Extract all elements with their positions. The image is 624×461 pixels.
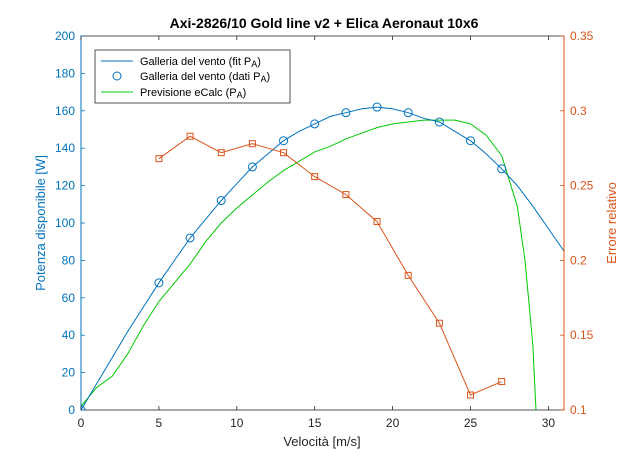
series-error-point xyxy=(467,391,475,399)
series-dati-point xyxy=(466,136,476,146)
x-tick-label: 0 xyxy=(78,416,85,430)
legend-label-dati: Galleria del vento (dati PA) xyxy=(140,71,270,84)
legend-label-ecalc: Previsione eCalc (PA) xyxy=(140,87,246,100)
legend-swatch-dati xyxy=(112,71,122,81)
y-left-tick-label: 160 xyxy=(55,104,75,118)
legend-dati-close: ) xyxy=(266,71,270,83)
y-left-tick-label: 20 xyxy=(62,366,76,380)
legend-dati-sub: A xyxy=(260,74,266,84)
y-left-tick-label: 180 xyxy=(55,66,75,80)
y-axis-right-label: Errore relativo xyxy=(604,182,619,264)
legend-fit-close: ) xyxy=(257,56,261,68)
y-right-tick-label: 0.2 xyxy=(570,253,587,267)
x-tick-label: 30 xyxy=(542,416,556,430)
legend-ecalc-main: Previsione eCalc (P xyxy=(140,87,237,99)
x-tick-label: 25 xyxy=(464,416,478,430)
y-left-tick-label: 140 xyxy=(55,141,75,155)
y-right-tick-label: 0.15 xyxy=(570,328,594,342)
y-left-tick-label: 40 xyxy=(62,328,76,342)
legend-fit-main: Galleria del vento (fit P xyxy=(140,56,251,68)
y-left-tick-label: 80 xyxy=(62,253,76,267)
y-axis-left-label: Potenza disponibile [W] xyxy=(33,155,48,291)
series-dati-point xyxy=(185,233,195,243)
legend-ecalc-sub: A xyxy=(237,90,243,100)
series-error-point xyxy=(373,218,381,226)
series-dati-point xyxy=(341,108,351,118)
series-layer xyxy=(81,102,564,410)
y-right-tick-label: 0.1 xyxy=(570,403,587,417)
x-tick-label: 5 xyxy=(156,416,163,430)
series-error-line xyxy=(158,135,502,396)
y-left-tick-label: 60 xyxy=(62,291,76,305)
series-error-point xyxy=(311,173,319,181)
series-fit-line xyxy=(81,106,564,410)
x-tick-label: 20 xyxy=(386,416,400,430)
series-error-point xyxy=(217,149,225,157)
x-axis-label: Velocità [m/s] xyxy=(283,434,360,449)
y-left-tick-label: 200 xyxy=(55,29,75,43)
legend-box xyxy=(94,49,291,104)
chart-title: Axi-2826/10 Gold line v2 + Elica Aeronau… xyxy=(170,15,479,31)
y-left-tick-label: 0 xyxy=(68,403,75,417)
series-dati-point xyxy=(310,119,320,129)
series-error-point xyxy=(498,378,506,386)
x-tick-label: 15 xyxy=(308,416,322,430)
series-error-point xyxy=(435,319,443,327)
legend: Galleria del vento (fit PA) Galleria del… xyxy=(94,49,291,104)
series-dati-point xyxy=(216,196,226,206)
series-dati-point xyxy=(434,117,444,127)
y-right-tick-label: 0.25 xyxy=(570,179,594,193)
y-left-tick-label: 120 xyxy=(55,179,75,193)
series-error-point xyxy=(155,155,163,163)
legend-dati-main: Galleria del vento (dati P xyxy=(140,71,260,83)
series-error-point xyxy=(186,132,194,140)
series-dati-point xyxy=(372,102,382,112)
series-dati-point xyxy=(279,136,289,146)
axes-layer: 0 5 10 15 20 25 30 0 20 40 60 80 100 120 140 160 180 200 0… xyxy=(55,29,594,430)
legend-ecalc-close: ) xyxy=(243,87,247,99)
x-tick-label: 10 xyxy=(230,416,244,430)
series-error-point xyxy=(404,271,412,279)
series-error-point xyxy=(248,140,256,148)
y-right-tick-label: 0.3 xyxy=(570,104,587,118)
series-dati-point xyxy=(154,278,164,288)
legend-fit-sub: A xyxy=(251,59,257,69)
series-error-point xyxy=(280,149,288,157)
legend-label-fit: Galleria del vento (fit PA) xyxy=(140,56,261,69)
series-ecalc-line xyxy=(81,119,537,410)
series-dati-point xyxy=(403,108,413,118)
y-left-tick-label: 100 xyxy=(55,216,75,230)
series-dati-point xyxy=(497,164,507,174)
y-right-tick-label: 0.35 xyxy=(570,29,594,43)
series-error-point xyxy=(342,191,350,199)
series-dati-point xyxy=(247,162,257,172)
